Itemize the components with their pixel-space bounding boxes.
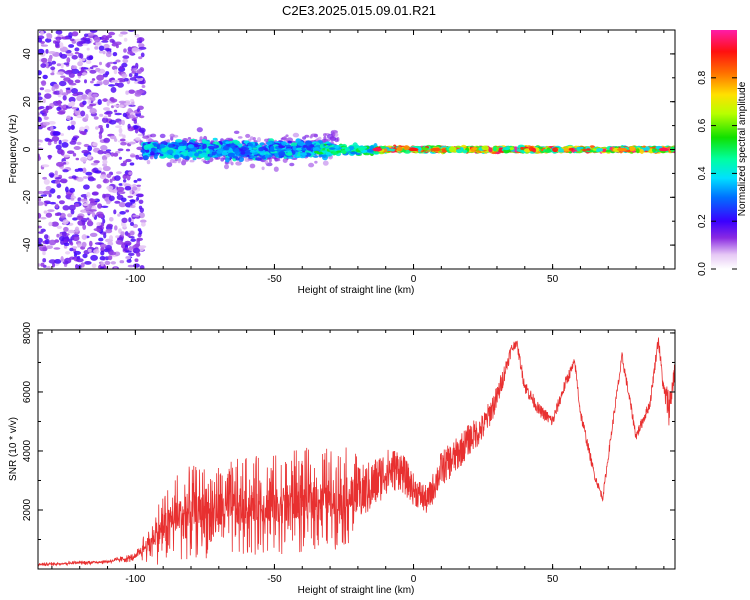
snr-y-label: SNR (10 * v/v): [8, 417, 19, 481]
x-tick-label: -50: [267, 574, 282, 585]
y-tick-label: 8000: [22, 321, 33, 344]
colorbar: 0.0 0.2 0.4 0.6 0.8 Normalized spectral ampl…: [697, 30, 748, 276]
spectrogram-peak: [617, 147, 628, 152]
colorbar-tick-label: 0.8: [697, 70, 708, 84]
x-tick-label: 0: [411, 274, 417, 285]
x-tick-label: 0: [411, 574, 417, 585]
y-tick-label: -40: [22, 237, 33, 252]
y-tick-label: 40: [22, 48, 33, 60]
x-tick-label: -50: [267, 274, 282, 285]
chart-title: C2E3.2025.015.09.01.R21: [282, 3, 436, 18]
snr-x-label: Height of straight line (km): [298, 585, 415, 596]
colorbar-gradient: [711, 30, 737, 269]
spectrogram-peak: [372, 147, 383, 152]
x-tick-label: -100: [125, 274, 145, 285]
snr-x-ticks: -100 -50 0 50: [51, 330, 665, 585]
spectrogram-peak: [430, 147, 441, 152]
y-tick-label: -20: [22, 190, 33, 205]
colorbar-tick-label: 0.4: [697, 166, 708, 180]
spectrogram-x-label: Height of straight line (km): [298, 285, 415, 296]
spectrogram-panel: -100 -50 0 50 -40 -20 0 20 40 Height of straigh…: [8, 29, 676, 296]
y-tick-label: 20: [22, 96, 33, 108]
colorbar-tick-label: 0.2: [697, 214, 708, 228]
spectrogram-peak: [408, 147, 419, 152]
y-tick-label: 6000: [22, 380, 33, 403]
snr-series-line: [38, 337, 675, 567]
y-tick-label: 4000: [22, 439, 33, 462]
spectrogram-x-ticks: -100 -50 0 50: [51, 30, 665, 285]
snr-frame: [37, 329, 676, 570]
colorbar-tick-label: 0.6: [697, 118, 708, 132]
colorbar-tick-label: 0.0: [697, 262, 708, 276]
colorbar-label: Normalized spectral amplitude: [737, 81, 748, 216]
x-tick-label: -100: [125, 574, 145, 585]
snr-panel: -100 -50 0 50 2000 4000 6000 8000 Height of st…: [8, 321, 676, 596]
spectrogram-y-ticks: -40 -20 0 20 40: [22, 29, 675, 270]
x-tick-label: 50: [547, 574, 559, 585]
spectrogram-peak: [658, 147, 669, 152]
y-tick-label: 2000: [22, 498, 33, 521]
x-tick-label: 50: [547, 274, 559, 285]
colorbar-ticks: 0.0 0.2 0.4 0.6 0.8: [697, 70, 737, 276]
spectrogram-plot-area: [38, 30, 675, 269]
snr-y-ticks: 2000 4000 6000 8000: [22, 321, 675, 570]
y-tick-label: 0: [22, 146, 33, 152]
spectrogram-y-label: Frequency (Hz): [8, 115, 19, 184]
